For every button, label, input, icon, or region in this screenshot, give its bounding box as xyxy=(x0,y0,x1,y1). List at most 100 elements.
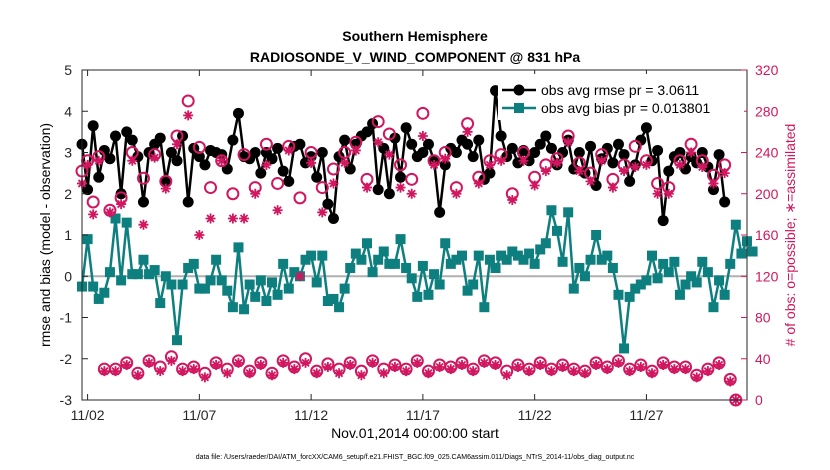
assimilated-obs-point xyxy=(563,137,574,148)
assimilated-obs-point xyxy=(529,180,540,191)
y-right-tick-label: 320 xyxy=(755,62,779,78)
bias-point xyxy=(440,238,451,249)
y-right-tick-label: 120 xyxy=(755,268,779,284)
y-tick-label: -1 xyxy=(60,310,73,326)
bias-point xyxy=(199,283,210,294)
possible-obs-point xyxy=(204,181,218,195)
rmse-point xyxy=(272,142,284,154)
rmse-point xyxy=(467,151,479,163)
possible-obs-point xyxy=(628,139,642,153)
possible-obs-point xyxy=(271,176,285,190)
assimilated-obs-point xyxy=(423,368,434,379)
assimilated-obs-point xyxy=(507,194,518,205)
possible-obs-point xyxy=(259,137,273,151)
rmse-point xyxy=(193,151,205,163)
bias-point xyxy=(311,277,322,288)
bias-point xyxy=(188,258,199,269)
rmse-point xyxy=(93,171,105,183)
bias-point xyxy=(602,250,613,261)
bias-point xyxy=(540,238,551,249)
bias-point xyxy=(501,254,512,265)
assimilated-obs-point xyxy=(395,182,406,193)
bias-point xyxy=(479,302,490,313)
bias-point xyxy=(417,260,428,271)
rmse-point xyxy=(607,157,619,169)
bias-point xyxy=(434,279,445,290)
assimilated-obs-point xyxy=(540,166,551,177)
assimilated-obs-point xyxy=(110,366,121,377)
bias-point xyxy=(451,254,462,265)
assimilated-obs-point xyxy=(389,362,400,372)
bias-point xyxy=(663,267,674,278)
rmse-point xyxy=(624,175,636,187)
assimilated-obs-point xyxy=(317,207,328,218)
assimilated-obs-point xyxy=(524,366,535,377)
bias-point xyxy=(490,263,501,273)
bias-point xyxy=(227,302,238,313)
bias-point xyxy=(389,258,400,269)
assimilated-obs-point xyxy=(88,209,99,220)
assimilated-obs-point xyxy=(294,271,305,282)
assimilated-obs-point xyxy=(479,357,490,368)
rmse-point xyxy=(652,144,664,156)
assimilated-obs-point xyxy=(445,364,456,375)
legend-bias-label: obs avg bias pr = 0.013801 xyxy=(541,100,711,116)
rmse-point xyxy=(249,147,261,158)
bias-point xyxy=(607,263,618,273)
assimilated-obs-point xyxy=(211,359,222,370)
bias-point xyxy=(328,293,339,304)
rmse-point xyxy=(640,122,652,134)
assimilated-obs-point xyxy=(607,182,618,193)
bias-point xyxy=(412,291,423,302)
assimilated-obs-point xyxy=(501,370,512,381)
bias-point xyxy=(613,289,624,300)
assimilated-obs-point xyxy=(345,359,356,370)
assimilated-obs-point xyxy=(373,137,384,148)
y-right-tick-label: 240 xyxy=(755,145,779,161)
assimilated-obs-point xyxy=(719,168,730,179)
legend-box xyxy=(498,74,744,120)
rmse-point xyxy=(160,175,172,187)
y-axis-right: 0 40 80 120 160 200 240 280 320 xyxy=(741,62,779,408)
legend-rmse-label: obs avg rmse pr = 3.0611 xyxy=(541,82,699,98)
bias-point xyxy=(674,289,685,300)
rmse-point xyxy=(121,126,133,138)
possible-obs-point xyxy=(405,172,419,186)
rmse-point xyxy=(417,147,429,158)
possible-obs-point xyxy=(226,187,240,201)
bias-series xyxy=(77,205,758,354)
assimilated-obs-point xyxy=(697,161,708,172)
assimilated-obs-point xyxy=(641,159,652,170)
bias-point xyxy=(652,273,663,284)
rmse-point xyxy=(434,206,446,218)
assimilated-obs-point xyxy=(434,362,445,372)
assimilated-obs-point xyxy=(613,357,624,368)
bias-point xyxy=(172,335,182,346)
bias-point xyxy=(518,254,529,265)
rmse-point xyxy=(277,165,289,177)
assimilated-obs-point xyxy=(557,362,568,372)
rmse-point xyxy=(199,159,211,171)
assimilated-obs-point xyxy=(194,230,205,240)
possible-obs-point xyxy=(382,127,396,141)
bias-point xyxy=(317,250,328,261)
assimilated-obs-point xyxy=(468,366,479,377)
bias-point xyxy=(702,267,713,278)
x-tick-label: 11/17 xyxy=(406,407,440,423)
assimilated-obs-point xyxy=(233,357,244,368)
assimilated-obs-point xyxy=(127,155,138,166)
rmse-point xyxy=(316,147,328,158)
bias-point xyxy=(557,256,568,267)
possible-obs-point xyxy=(215,154,229,168)
rmse-point xyxy=(294,138,306,150)
rmse-point xyxy=(283,175,295,187)
rmse-point xyxy=(400,122,412,134)
bias-point xyxy=(462,285,473,296)
x-tick-label: 11/07 xyxy=(182,407,216,423)
bias-point xyxy=(211,254,222,265)
assimilated-obs-point xyxy=(412,357,423,368)
x-tick-label: 11/02 xyxy=(71,407,105,423)
rmse-point xyxy=(585,140,597,152)
assimilated-obs-point xyxy=(144,357,155,368)
rmse-point xyxy=(227,134,239,146)
